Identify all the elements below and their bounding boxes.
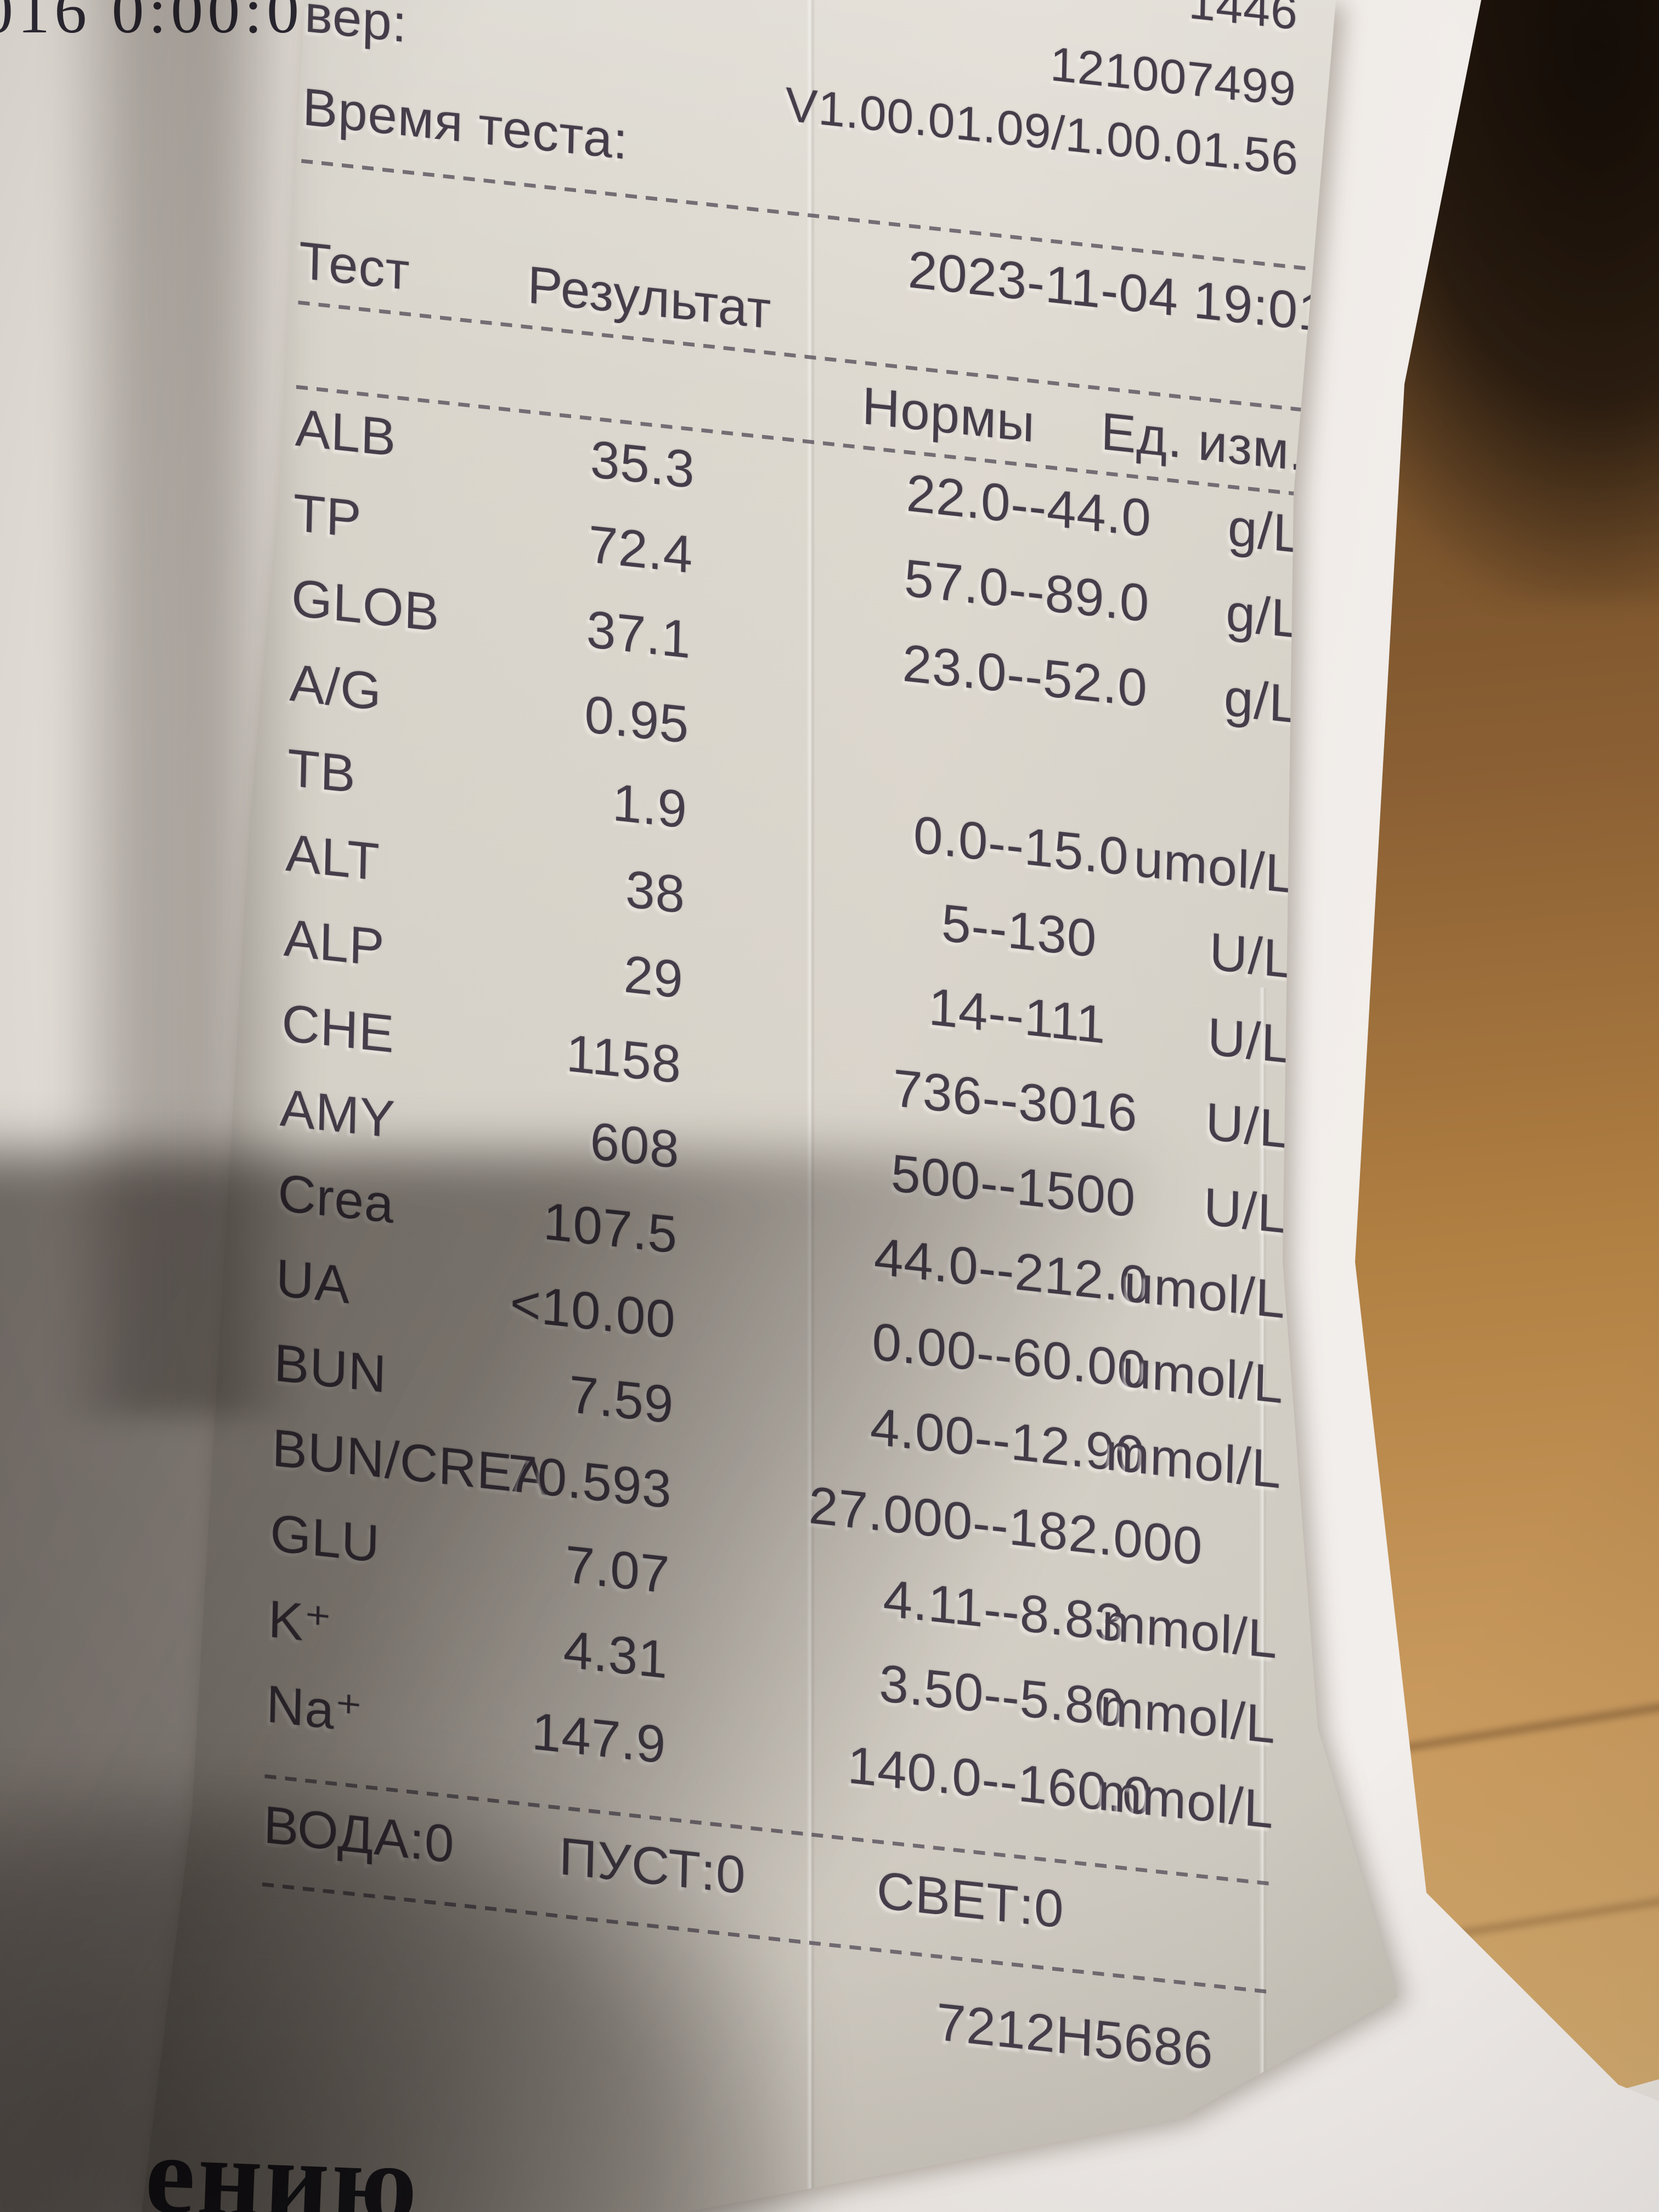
underlay-top-text: 016 0:00:0 — [0, 0, 303, 48]
